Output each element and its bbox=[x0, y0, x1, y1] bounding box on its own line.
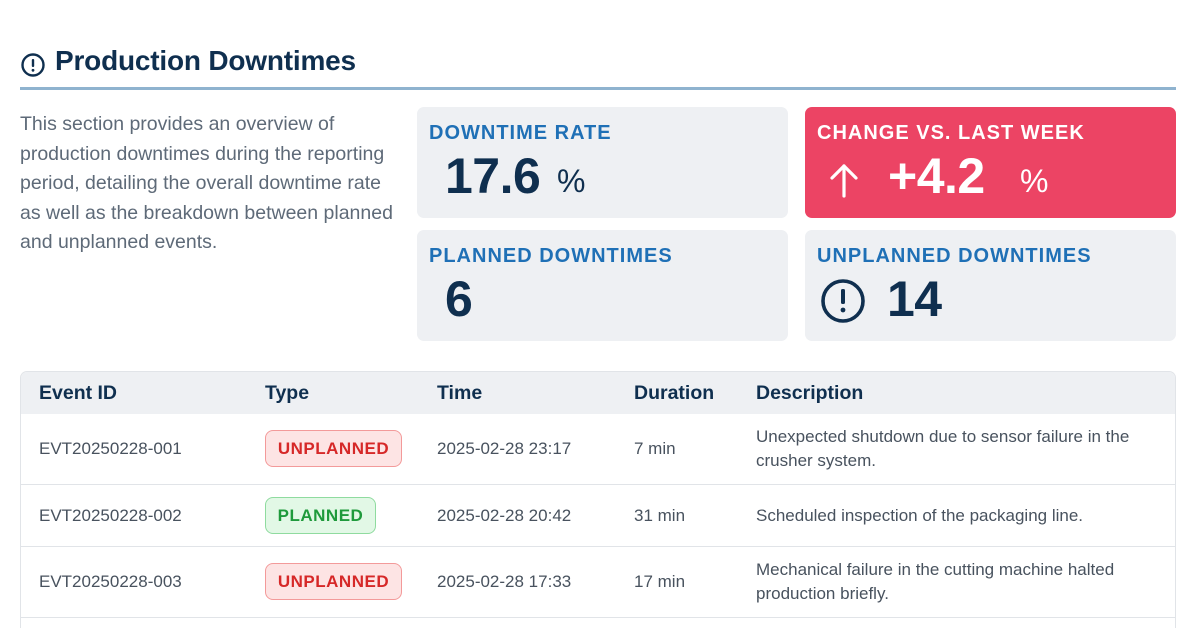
event-time: 2025-02-28 20:42 bbox=[437, 506, 572, 525]
column-header-time: Time bbox=[437, 382, 483, 404]
change-label: CHANGE VS. LAST WEEK bbox=[817, 122, 1085, 144]
unplanned-downtimes-label: UNPLANNED DOWNTIMES bbox=[817, 245, 1092, 267]
event-time: 2025-02-28 17:33 bbox=[437, 572, 572, 591]
page-title: Production Downtimes bbox=[55, 45, 356, 76]
event-description: Mechanical failure in the cutting machin… bbox=[756, 560, 1115, 603]
event-time: 2025-02-28 23:17 bbox=[437, 439, 572, 458]
table-row: EVT20250228-003 UNPLANNED 2025-02-28 17:… bbox=[21, 547, 1175, 618]
downtime-rate-value: 17.6 bbox=[445, 148, 541, 204]
unplanned-downtimes-value: 14 bbox=[887, 271, 942, 327]
event-duration: 31 min bbox=[634, 506, 686, 525]
downtime-rate-card: DOWNTIME RATE 17.6 % bbox=[417, 107, 788, 218]
event-duration: 7 min bbox=[634, 439, 676, 458]
alert-circle-icon bbox=[821, 279, 865, 323]
planned-downtimes-card: PLANNED DOWNTIMES 6 bbox=[417, 230, 788, 341]
change-vs-last-week-card: CHANGE VS. LAST WEEK +4.2 % bbox=[805, 107, 1176, 218]
event-description: Unexpected shutdown due to sensor failur… bbox=[756, 427, 1130, 470]
alert-circle-icon bbox=[21, 53, 45, 77]
downtime-rate-unit: % bbox=[557, 163, 586, 199]
table-row: EVT20250228-002 PLANNED 2025-02-28 20:42… bbox=[21, 485, 1175, 547]
arrow-up-icon bbox=[830, 164, 858, 198]
downtime-events-table: Event ID Type Time Duration Description … bbox=[20, 371, 1176, 628]
type-badge-unplanned: UNPLANNED bbox=[265, 563, 402, 600]
column-header-event-id: Event ID bbox=[39, 382, 118, 404]
type-badge-planned: PLANNED bbox=[265, 497, 376, 534]
column-header-description: Description bbox=[756, 382, 864, 404]
unplanned-downtimes-card: UNPLANNED DOWNTIMES 14 bbox=[805, 230, 1176, 341]
table-row: EVT20250228-001 UNPLANNED 2025-02-28 23:… bbox=[21, 414, 1175, 485]
downtime-rate-label: DOWNTIME RATE bbox=[429, 122, 612, 144]
change-unit: % bbox=[1020, 163, 1049, 199]
event-id: EVT20250228-001 bbox=[39, 439, 182, 458]
section-description: This section provides an overview of pro… bbox=[20, 113, 393, 253]
planned-downtimes-label: PLANNED DOWNTIMES bbox=[429, 245, 673, 267]
column-header-type: Type bbox=[265, 382, 310, 404]
type-badge-unplanned: UNPLANNED bbox=[265, 430, 402, 467]
event-id: EVT20250228-003 bbox=[39, 572, 182, 591]
table-header: Event ID Type Time Duration Description bbox=[21, 372, 1175, 414]
column-header-duration: Duration bbox=[634, 382, 715, 404]
event-description: Scheduled inspection of the packaging li… bbox=[756, 506, 1084, 525]
planned-downtimes-value: 6 bbox=[445, 271, 473, 327]
event-duration: 17 min bbox=[634, 572, 686, 591]
section-header: Production Downtimes bbox=[20, 42, 1176, 90]
event-id: EVT20250228-002 bbox=[39, 506, 182, 525]
change-value: +4.2 bbox=[888, 148, 985, 204]
